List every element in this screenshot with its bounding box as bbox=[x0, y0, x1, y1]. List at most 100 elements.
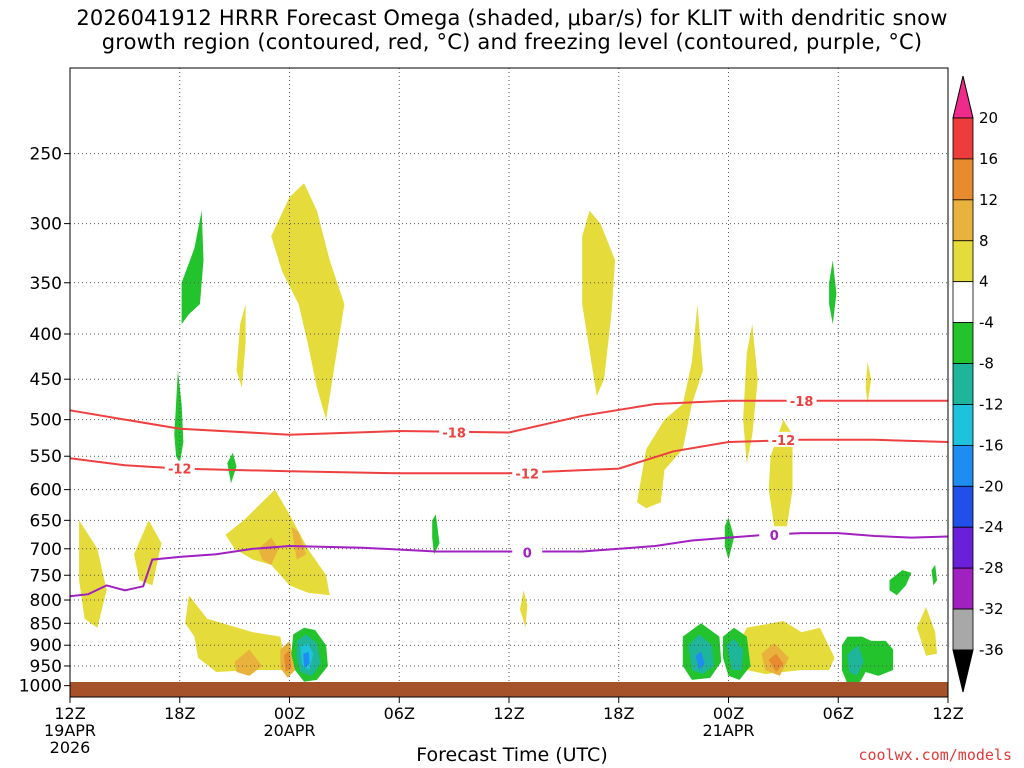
y-tick-label: 600 bbox=[30, 481, 62, 501]
colorbar-top-arrow bbox=[952, 75, 974, 119]
y-tick-label: 400 bbox=[30, 325, 62, 345]
title-line-1: 2026041912 HRRR Forecast Omega (shaded, … bbox=[76, 6, 948, 30]
x-tick-sublabel: 20APR bbox=[263, 721, 315, 740]
x-tick-label: 00Z bbox=[274, 704, 305, 723]
y-tick-label: 650 bbox=[30, 511, 62, 531]
x-axis-label: Forecast Time (UTC) bbox=[416, 744, 608, 766]
omega-region-green bbox=[181, 210, 204, 325]
x-tick-label: 06Z bbox=[823, 704, 854, 723]
colorbar: 20 16 12 8 4 -4 -8 -12 -16 -20 -24 -28 -32 -36 bbox=[952, 75, 1004, 693]
omega-region-green bbox=[174, 370, 184, 464]
omega-region-yellow bbox=[737, 621, 835, 674]
contour-label: -18 bbox=[442, 426, 466, 441]
omega-region-lightorange bbox=[234, 649, 263, 676]
chart-title: 2026041912 HRRR Forecast Omega (shaded, … bbox=[0, 6, 1024, 54]
plot-background bbox=[70, 68, 948, 697]
omega-region-yellow bbox=[79, 520, 107, 628]
colorbar-label: -36 bbox=[979, 641, 1004, 659]
colorbar-label: -28 bbox=[979, 559, 1004, 577]
colorbar-label: -20 bbox=[979, 477, 1004, 495]
colorbar-swatch bbox=[952, 322, 974, 364]
colorbar-swatch bbox=[952, 117, 974, 160]
y-tick-label: 500 bbox=[30, 411, 62, 431]
contour-label-bg bbox=[759, 526, 790, 542]
colorbar-label: -12 bbox=[979, 395, 1004, 413]
contour-label: 0 bbox=[770, 529, 779, 544]
y-tick-label: 300 bbox=[30, 215, 62, 235]
x-tick-label: 18Z bbox=[603, 704, 634, 723]
y-tick-label: 1000 bbox=[19, 677, 62, 697]
colorbar-swatch bbox=[952, 567, 974, 610]
colorbar-swatch bbox=[952, 526, 974, 569]
ground-strip bbox=[70, 682, 948, 697]
omega-region-lightorange bbox=[258, 537, 279, 565]
plot-area: -18 -18 -12 -12 -12 0 0 250 300 350 400 450 500 550 60… bbox=[19, 67, 964, 757]
colorbar-swatch bbox=[952, 158, 974, 201]
contour-label-bg bbox=[439, 424, 470, 440]
x-tick-label: 12Z bbox=[932, 704, 963, 723]
y-tick-label: 350 bbox=[30, 274, 62, 294]
contour-line bbox=[69, 532, 949, 598]
y-tick-label: 950 bbox=[30, 657, 62, 677]
omega-region-yellow bbox=[271, 183, 345, 420]
omega-region-yellow bbox=[134, 520, 162, 586]
colorbar-label: -4 bbox=[979, 314, 994, 332]
y-tick-label: 750 bbox=[30, 566, 62, 586]
x-tick-label: 12Z bbox=[54, 704, 85, 723]
omega-region-yellow bbox=[865, 361, 872, 404]
colorbar-bottom-arrow bbox=[952, 649, 974, 693]
omega-region-orange bbox=[284, 649, 292, 672]
colorbar-label: 20 bbox=[979, 109, 998, 127]
colorbar-swatch bbox=[952, 404, 974, 446]
omega-region-blue bbox=[695, 651, 705, 670]
contour-label: 0 bbox=[523, 547, 532, 562]
contour-label-bg bbox=[164, 460, 195, 476]
contour-label-bg bbox=[512, 544, 543, 560]
omega-region-yellow bbox=[916, 607, 937, 656]
colorbar-swatch bbox=[952, 444, 974, 487]
colorbar-swatch bbox=[952, 485, 974, 528]
omega-region-orange bbox=[768, 653, 784, 672]
omega-region-green bbox=[432, 514, 440, 555]
colorbar-label: 4 bbox=[979, 273, 989, 291]
omega-region-teal bbox=[726, 638, 744, 670]
omega-region-yellow bbox=[185, 595, 286, 672]
omega-region-blue bbox=[303, 651, 310, 668]
omega-region-yellow bbox=[520, 590, 528, 628]
omega-region-yellow bbox=[225, 489, 330, 596]
x-tick-label: 00Z bbox=[713, 704, 744, 723]
colorbar-label: -16 bbox=[979, 436, 1004, 454]
y-tick-label: 250 bbox=[30, 145, 62, 165]
y-tick-label: 550 bbox=[30, 447, 62, 467]
x-tick-label: 18Z bbox=[164, 704, 195, 723]
colorbar-label: 12 bbox=[979, 191, 998, 209]
y-tick-label: 700 bbox=[30, 540, 62, 560]
omega-region-lightorange bbox=[291, 526, 306, 560]
contour-label: -12 bbox=[772, 434, 796, 449]
omega-region-green bbox=[889, 570, 912, 596]
y-tick-label: 450 bbox=[30, 370, 62, 390]
contour-label-bg bbox=[512, 465, 543, 481]
colorbar-swatch bbox=[952, 608, 974, 651]
watermark: coolwx.com/models bbox=[858, 746, 1012, 764]
omega-region-yellow bbox=[582, 210, 616, 396]
title-line-2: growth region (contoured, red, °C) and f… bbox=[101, 30, 923, 54]
omega-region-green bbox=[829, 260, 837, 325]
contour-label: -12 bbox=[516, 467, 540, 482]
colorbar-swatch bbox=[952, 199, 974, 242]
x-tick-label: 06Z bbox=[384, 704, 415, 723]
colorbar-swatch bbox=[952, 240, 974, 283]
contour-label: -18 bbox=[790, 395, 814, 410]
x-tick-sublabel: 19APR bbox=[44, 721, 96, 740]
colorbar-label: 16 bbox=[979, 150, 998, 168]
contour-label-bg bbox=[786, 392, 817, 408]
x-tick-label: 12Z bbox=[493, 704, 524, 723]
contour-label: -12 bbox=[168, 463, 192, 478]
omega-region-yellow bbox=[743, 324, 758, 464]
colorbar-swatch bbox=[952, 281, 974, 324]
omega-region-yellow bbox=[236, 304, 246, 388]
colorbar-label: 8 bbox=[979, 232, 989, 250]
y-tick-label: 850 bbox=[30, 614, 62, 634]
colorbar-label: -8 bbox=[979, 355, 994, 373]
